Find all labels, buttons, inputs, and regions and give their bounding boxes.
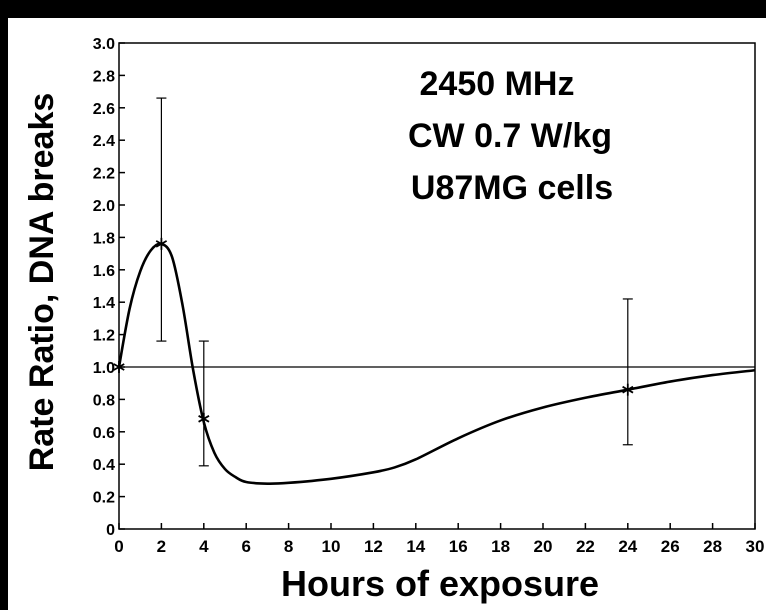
y-tick-label: 0.8 [93, 392, 115, 409]
data-points-group [113, 237, 634, 425]
x-tick-label: 0 [114, 537, 123, 556]
y-tick-label: 1.6 [93, 263, 115, 280]
y-tick-label: 1.0 [93, 360, 115, 377]
y-axis: 0 0.2 0.4 0.6 0.8 1.0 1.2 1.4 1.6 1.8 2.0 2.2 2.4 2.6… [93, 36, 125, 539]
y-tick-label: 2.4 [93, 133, 115, 150]
y-tick-label: 1.8 [93, 230, 115, 247]
x-tick-label: 4 [199, 537, 209, 556]
x-tick-label: 24 [618, 537, 637, 556]
data-point [622, 383, 634, 396]
x-tick-label: 12 [364, 537, 383, 556]
plot-area [118, 42, 756, 530]
figure-background [8, 18, 766, 610]
x-tick-label: 28 [703, 537, 722, 556]
y-tick-label: 0.4 [93, 457, 115, 474]
x-tick-label: 2 [157, 537, 166, 556]
y-axis-title: Rate Ratio, DNA breaks [23, 93, 61, 472]
y-tick-label: 0.6 [93, 425, 115, 442]
x-tick-label: 16 [449, 537, 468, 556]
y-tick-label: 2.2 [93, 166, 115, 183]
x-tick-label: 8 [284, 537, 293, 556]
x-tick-label: 26 [661, 537, 680, 556]
x-axis-title: Hours of exposure [281, 563, 599, 604]
error-bars-group [156, 97, 633, 467]
x-tick-label: 14 [406, 537, 425, 556]
x-tick-label: 20 [534, 537, 553, 556]
x-tick-label: 18 [491, 537, 510, 556]
y-tick-label: 0.2 [93, 490, 115, 507]
data-point [198, 412, 210, 425]
y-tick-label: 0 [106, 522, 115, 539]
annotation-cell-line: U87MG cells [411, 169, 613, 207]
y-tick-label: 2.0 [93, 198, 115, 215]
data-point [155, 237, 168, 250]
annotation-frequency: 2450 MHz [420, 65, 575, 103]
x-tick-label: 30 [746, 537, 765, 556]
x-tick-label: 22 [576, 537, 595, 556]
y-tick-label: 1.2 [93, 328, 115, 345]
x-tick-label: 6 [241, 537, 250, 556]
y-tick-label: 2.6 [93, 101, 115, 118]
x-tick-label: 10 [322, 537, 341, 556]
annotation-exposure: CW 0.7 W/kg [408, 117, 612, 155]
y-tick-label: 2.8 [93, 68, 115, 85]
x-axis: 0 2 4 6 8 10 12 14 16 18 20 22 24 26 28 30 [114, 523, 764, 556]
y-tick-label: 3.0 [93, 36, 115, 53]
y-tick-label: 1.4 [93, 295, 115, 312]
data-point [113, 361, 125, 373]
